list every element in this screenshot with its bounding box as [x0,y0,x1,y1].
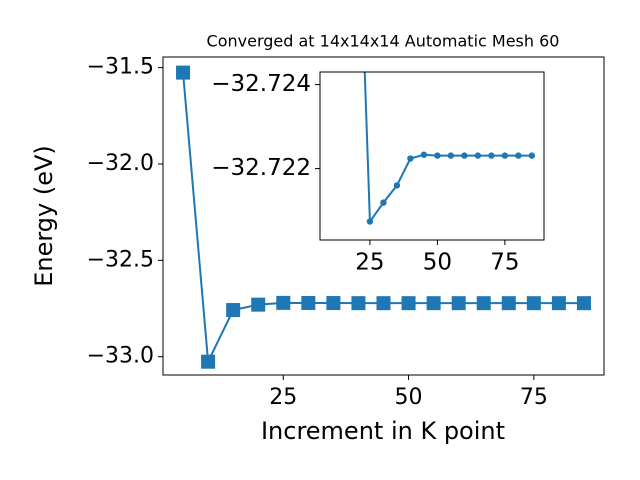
marker [326,296,341,311]
y-tick-label: −32.722 [211,155,311,181]
marker [226,303,241,318]
x-tick-label: 50 [423,250,452,276]
marker [407,155,414,162]
marker [420,151,428,158]
axes-frame [162,56,605,376]
series [176,65,591,369]
x-tick-label: 75 [520,385,548,410]
marker [176,65,191,80]
marker [488,152,495,159]
y-tick-label: −33.0 [87,344,154,369]
x-tick-label: 50 [395,385,423,410]
x-tick-label: 25 [355,250,384,276]
y-tick-label: −32.5 [87,247,154,272]
marker [501,152,509,159]
marker [451,296,466,311]
marker [461,152,468,159]
y-axis-label: Energy (eV) [30,145,58,287]
marker [426,296,441,311]
marker [434,152,441,159]
marker [528,152,536,159]
marker [501,296,516,311]
marker [526,296,541,311]
marker [576,296,591,311]
marker [201,354,216,369]
marker [351,296,366,311]
y-tick-label: −32.724 [211,71,311,97]
marker [401,296,416,311]
series [363,72,536,225]
x-tick-label: 75 [490,250,519,276]
marker [551,296,566,311]
y-tick-label: −31.5 [87,55,154,80]
marker [474,152,482,159]
marker [515,152,522,159]
x-axis-label: Increment in K point [261,417,505,445]
marker [366,218,374,225]
x-tick-label: 25 [269,385,297,410]
marker [276,295,291,310]
y-tick-label: −32.0 [87,151,154,176]
marker [393,182,401,189]
marker [380,199,387,206]
marker [251,297,266,312]
marker [301,295,316,310]
marker [447,152,455,159]
axes-frame [319,71,545,241]
marker [476,296,491,311]
chart-title: Converged at 14x14x14 Automatic Mesh 60 [207,32,560,51]
marker [376,296,391,311]
